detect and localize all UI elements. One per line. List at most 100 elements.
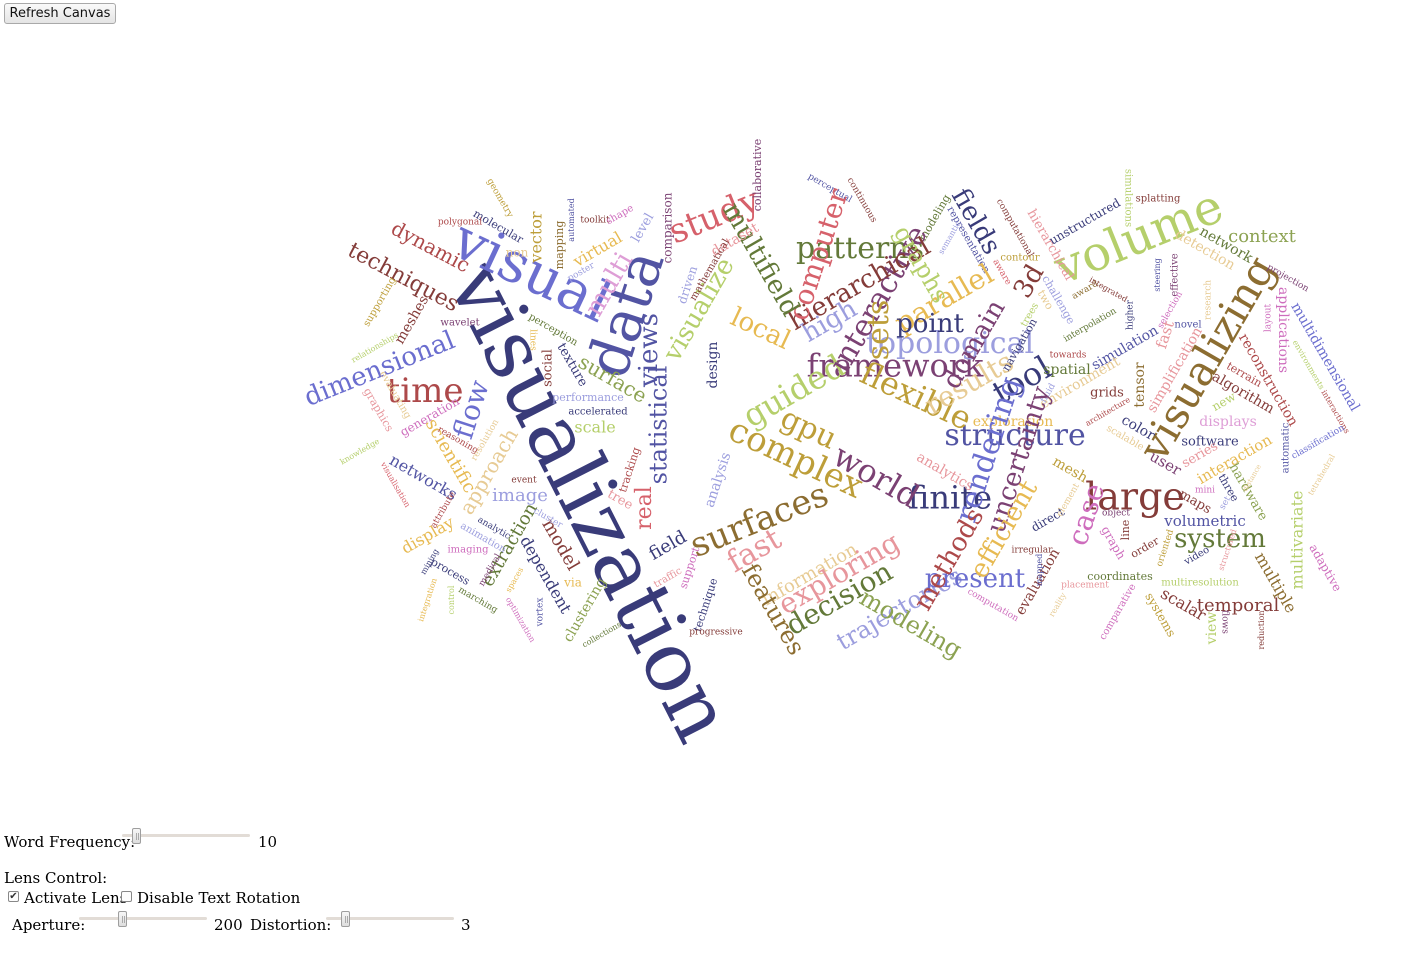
cloud-word[interactable]: line bbox=[1119, 520, 1132, 541]
cloud-word[interactable]: displays bbox=[1199, 414, 1257, 430]
cloud-word[interactable]: exploration bbox=[973, 414, 1054, 430]
cloud-word[interactable]: multivariate bbox=[1288, 491, 1307, 590]
cloud-word[interactable]: image bbox=[492, 485, 548, 506]
cloud-word[interactable]: flows bbox=[1220, 610, 1230, 634]
cloud-word[interactable]: simulations bbox=[1123, 169, 1134, 227]
cloud-word[interactable]: vector bbox=[527, 211, 546, 264]
cloud-word[interactable]: imaging bbox=[447, 545, 489, 556]
cloud-word[interactable]: splatting bbox=[1136, 194, 1181, 205]
cloud-word[interactable]: volumetric bbox=[1163, 512, 1245, 530]
word-cloud-svg[interactable]: visualizationvisualdatavolumevisualizing… bbox=[0, 0, 1420, 800]
cloud-word[interactable]: shape bbox=[604, 203, 635, 227]
cloud-word[interactable]: temporal bbox=[1197, 595, 1280, 616]
cloud-word[interactable]: point bbox=[896, 309, 964, 339]
refresh-canvas-button[interactable]: Refresh Canvas bbox=[4, 3, 116, 24]
cloud-word[interactable]: topological bbox=[866, 326, 1034, 361]
word-frequency-slider[interactable] bbox=[122, 828, 250, 844]
cloud-word[interactable]: adaptive bbox=[1306, 542, 1344, 594]
cloud-word[interactable]: tetrahedral bbox=[1306, 452, 1337, 497]
cloud-word[interactable]: integration bbox=[416, 577, 439, 623]
cloud-word[interactable]: time bbox=[387, 371, 464, 411]
cloud-word[interactable]: social bbox=[541, 349, 556, 387]
cloud-word[interactable]: performance bbox=[552, 391, 624, 404]
cloud-word[interactable]: optimization bbox=[504, 596, 537, 644]
cloud-word[interactable]: views bbox=[634, 313, 664, 388]
cloud-word[interactable]: collaborative bbox=[751, 139, 764, 212]
cloud-word[interactable]: oriented bbox=[1155, 528, 1176, 568]
cloud-word[interactable]: automated bbox=[567, 198, 576, 241]
cloud-word[interactable]: system bbox=[1174, 524, 1266, 554]
cloud-word[interactable]: level bbox=[629, 211, 658, 245]
word-cloud-canvas[interactable]: visualization visual data volume visualizing… bbox=[0, 0, 1420, 800]
cloud-word[interactable]: view bbox=[1204, 612, 1220, 646]
cloud-word[interactable]: polygonal bbox=[438, 218, 482, 228]
cloud-word[interactable]: reduction bbox=[1257, 610, 1266, 649]
cloud-word[interactable]: classification bbox=[1290, 423, 1347, 462]
cloud-word[interactable]: patterns bbox=[796, 231, 924, 266]
cloud-word[interactable]: mini bbox=[1195, 486, 1215, 496]
cloud-word[interactable]: coordinates bbox=[1087, 570, 1153, 583]
cloud-word[interactable]: supporting bbox=[361, 275, 398, 329]
aperture-slider[interactable] bbox=[79, 911, 207, 927]
cloud-word[interactable]: toolkit bbox=[580, 216, 610, 226]
cloud-word[interactable]: support bbox=[677, 545, 703, 591]
cloud-word[interactable]: vortex bbox=[536, 598, 546, 628]
cloud-word[interactable]: structure bbox=[944, 418, 1085, 453]
cloud-word[interactable]: automatic bbox=[1281, 422, 1292, 473]
cloud-word[interactable]: event bbox=[511, 476, 537, 486]
cloud-word[interactable]: present bbox=[925, 564, 1026, 594]
cloud-word[interactable]: irregular bbox=[1012, 546, 1054, 556]
cloud-word[interactable]: progressive bbox=[689, 628, 742, 638]
activate-lens-checkbox[interactable]: ✔ bbox=[8, 891, 19, 902]
activate-lens-label[interactable]: Activate Lens bbox=[24, 889, 128, 907]
cloud-word[interactable]: lines bbox=[528, 329, 538, 351]
cloud-word[interactable]: design bbox=[705, 342, 721, 389]
disable-text-rotation-checkbox[interactable] bbox=[121, 891, 132, 902]
cloud-word[interactable]: higher bbox=[1126, 299, 1136, 330]
cloud-word[interactable]: software bbox=[1181, 435, 1239, 450]
cloud-word[interactable]: mesh bbox=[1050, 454, 1091, 487]
cloud-word[interactable]: steering bbox=[1153, 258, 1162, 291]
cloud-word[interactable]: statistical bbox=[645, 366, 673, 485]
cloud-word[interactable]: grids bbox=[1090, 386, 1124, 401]
cloud-word[interactable]: accelerated bbox=[568, 407, 628, 418]
cloud-word[interactable]: novel bbox=[1174, 320, 1201, 331]
cloud-word[interactable]: towards bbox=[1050, 351, 1087, 361]
cloud-word[interactable]: contour bbox=[1000, 253, 1040, 264]
slider-thumb[interactable] bbox=[131, 828, 141, 844]
cloud-word[interactable]: reality bbox=[1047, 591, 1068, 619]
cloud-word[interactable]: finite bbox=[908, 479, 992, 517]
cloud-word[interactable]: multiresolution bbox=[1161, 578, 1239, 589]
cloud-word[interactable]: placement bbox=[1061, 581, 1109, 591]
cloud-word[interactable]: real bbox=[632, 486, 657, 530]
cloud-word[interactable]: mapped bbox=[1035, 554, 1044, 586]
cloud-word[interactable]: knowledge bbox=[338, 437, 381, 467]
cloud-word[interactable]: layout bbox=[1264, 304, 1274, 333]
cloud-word[interactable]: computational bbox=[994, 197, 1035, 259]
cloud-word[interactable]: sets bbox=[861, 300, 896, 361]
cloud-word[interactable]: non bbox=[506, 246, 529, 260]
cloud-word[interactable]: framework bbox=[807, 347, 984, 385]
cloud-word[interactable]: applications bbox=[1275, 287, 1291, 373]
cloud-word[interactable]: analysis bbox=[702, 450, 735, 509]
cloud-word[interactable]: comparison bbox=[661, 192, 675, 263]
cloud-word[interactable]: control bbox=[447, 585, 456, 614]
disable-text-rotation-label[interactable]: Disable Text Rotation bbox=[137, 889, 301, 907]
cloud-word[interactable]: scale bbox=[574, 418, 615, 437]
cloud-word[interactable]: semantic bbox=[937, 219, 963, 256]
cloud-word[interactable]: spatial bbox=[1043, 362, 1091, 378]
cloud-word[interactable]: tensor bbox=[1132, 362, 1148, 408]
slider-thumb[interactable] bbox=[118, 911, 128, 927]
cloud-word[interactable]: effective bbox=[1170, 253, 1181, 296]
cloud-word[interactable]: via bbox=[563, 576, 582, 590]
cloud-word[interactable]: object bbox=[1102, 509, 1130, 519]
slider-thumb[interactable] bbox=[341, 911, 351, 927]
cloud-word[interactable]: mapping bbox=[553, 221, 566, 270]
distortion-slider[interactable] bbox=[326, 911, 454, 927]
cloud-word[interactable]: wavelet bbox=[440, 318, 479, 329]
cloud-word[interactable]: comparative bbox=[1097, 582, 1138, 642]
cloud-word[interactable]: research bbox=[1204, 280, 1214, 320]
cloud-word[interactable]: world bbox=[827, 436, 926, 515]
cloud-word[interactable]: context bbox=[1228, 226, 1297, 247]
cloud-word[interactable]: large bbox=[1085, 475, 1185, 519]
